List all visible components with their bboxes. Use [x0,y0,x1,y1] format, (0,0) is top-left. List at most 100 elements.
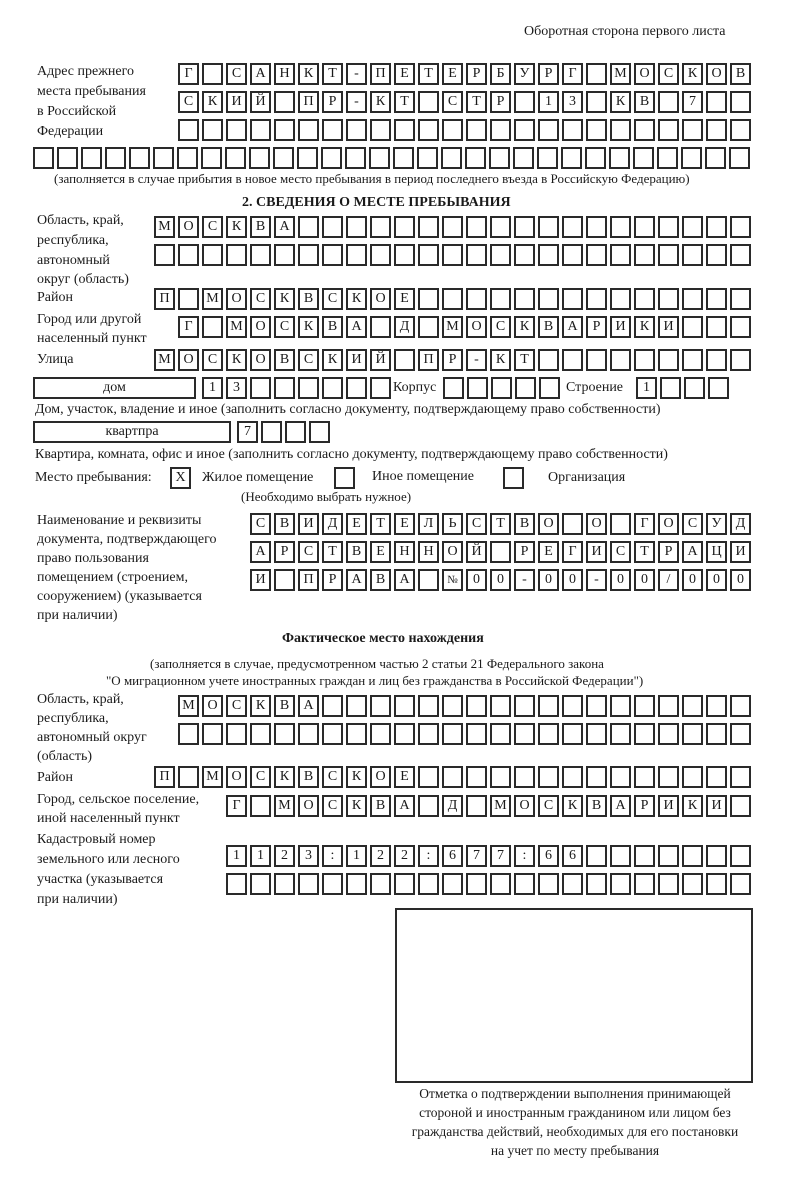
char-cell[interactable] [250,244,271,266]
char-cell[interactable]: П [298,91,319,113]
char-cell[interactable]: С [274,316,295,338]
char-cell[interactable] [226,244,247,266]
char-cell[interactable] [684,377,705,399]
char-cell[interactable] [730,873,751,895]
char-cell[interactable] [346,873,367,895]
char-cell[interactable] [417,147,438,169]
char-cell[interactable] [706,349,727,371]
char-cell[interactable] [274,119,295,141]
char-cell[interactable] [394,244,415,266]
char-cell[interactable] [346,244,367,266]
char-cell[interactable] [346,119,367,141]
char-cell[interactable] [273,147,294,169]
char-cell[interactable] [490,244,511,266]
char-cell[interactable]: 0 [466,569,487,591]
char-cell[interactable]: 0 [634,569,655,591]
char-cell[interactable]: Е [394,63,415,85]
char-cell[interactable]: А [610,795,631,817]
char-cell[interactable]: С [226,695,247,717]
char-cell[interactable] [562,723,583,745]
char-cell[interactable]: М [154,216,175,238]
char-cell[interactable]: Н [394,541,415,563]
char-cell[interactable]: А [682,541,703,563]
char-cell[interactable] [610,244,631,266]
char-cell[interactable] [730,795,751,817]
char-cell[interactable]: А [250,541,271,563]
char-cell[interactable]: В [274,695,295,717]
char-cell[interactable]: П [370,63,391,85]
char-cell[interactable] [370,873,391,895]
char-cell[interactable]: В [274,349,295,371]
char-cell[interactable]: Т [322,541,343,563]
char-cell[interactable] [514,91,535,113]
char-cell[interactable] [658,216,679,238]
char-cell[interactable] [178,288,199,310]
char-cell[interactable] [682,316,703,338]
char-cell[interactable] [706,723,727,745]
char-cell[interactable]: И [658,316,679,338]
char-cell[interactable]: В [370,795,391,817]
char-cell[interactable]: 7 [237,421,258,443]
char-cell[interactable]: С [610,541,631,563]
char-cell[interactable] [706,216,727,238]
char-cell[interactable] [322,216,343,238]
char-cell[interactable]: П [154,288,175,310]
char-cell[interactable]: 6 [562,845,583,867]
char-cell[interactable] [586,244,607,266]
char-cell[interactable]: В [274,513,295,535]
char-cell[interactable] [322,695,343,717]
char-cell[interactable] [538,349,559,371]
char-cell[interactable] [658,288,679,310]
char-cell[interactable] [658,91,679,113]
char-cell[interactable] [610,695,631,717]
char-cell[interactable] [274,91,295,113]
char-cell[interactable] [538,766,559,788]
char-cell[interactable]: К [682,63,703,85]
char-cell[interactable]: С [202,349,223,371]
char-cell[interactable] [634,695,655,717]
char-cell[interactable] [682,349,703,371]
char-cell[interactable] [610,873,631,895]
char-cell[interactable]: К [490,349,511,371]
char-cell[interactable] [730,349,751,371]
char-cell[interactable]: О [634,63,655,85]
char-cell[interactable] [202,244,223,266]
char-cell[interactable] [466,244,487,266]
char-cell[interactable]: 0 [490,569,511,591]
char-cell[interactable] [586,216,607,238]
char-cell[interactable] [81,147,102,169]
char-cell[interactable]: В [730,63,751,85]
char-cell[interactable] [250,377,271,399]
char-cell[interactable]: Р [442,349,463,371]
char-cell[interactable]: : [514,845,535,867]
char-cell[interactable]: / [658,569,679,591]
char-cell[interactable]: Г [226,795,247,817]
char-cell[interactable] [634,845,655,867]
char-cell[interactable]: В [514,513,535,535]
char-cell[interactable]: П [298,569,319,591]
char-cell[interactable]: В [586,795,607,817]
char-cell[interactable] [154,244,175,266]
char-cell[interactable] [274,377,295,399]
char-cell[interactable]: К [610,91,631,113]
char-cell[interactable] [178,723,199,745]
char-cell[interactable]: : [418,845,439,867]
char-cell[interactable] [321,147,342,169]
char-cell[interactable]: Д [394,316,415,338]
char-cell[interactable]: А [298,695,319,717]
char-cell[interactable]: Е [394,766,415,788]
char-cell[interactable] [298,723,319,745]
char-cell[interactable]: О [178,349,199,371]
char-cell[interactable] [730,216,751,238]
char-cell[interactable] [441,147,462,169]
char-cell[interactable] [418,316,439,338]
char-cell[interactable] [658,873,679,895]
char-cell[interactable] [298,119,319,141]
char-cell[interactable]: М [226,316,247,338]
char-cell[interactable] [442,119,463,141]
char-cell[interactable]: - [346,63,367,85]
char-cell[interactable]: Л [418,513,439,535]
char-cell[interactable]: А [250,63,271,85]
char-cell[interactable]: Р [634,795,655,817]
char-cell[interactable] [129,147,150,169]
